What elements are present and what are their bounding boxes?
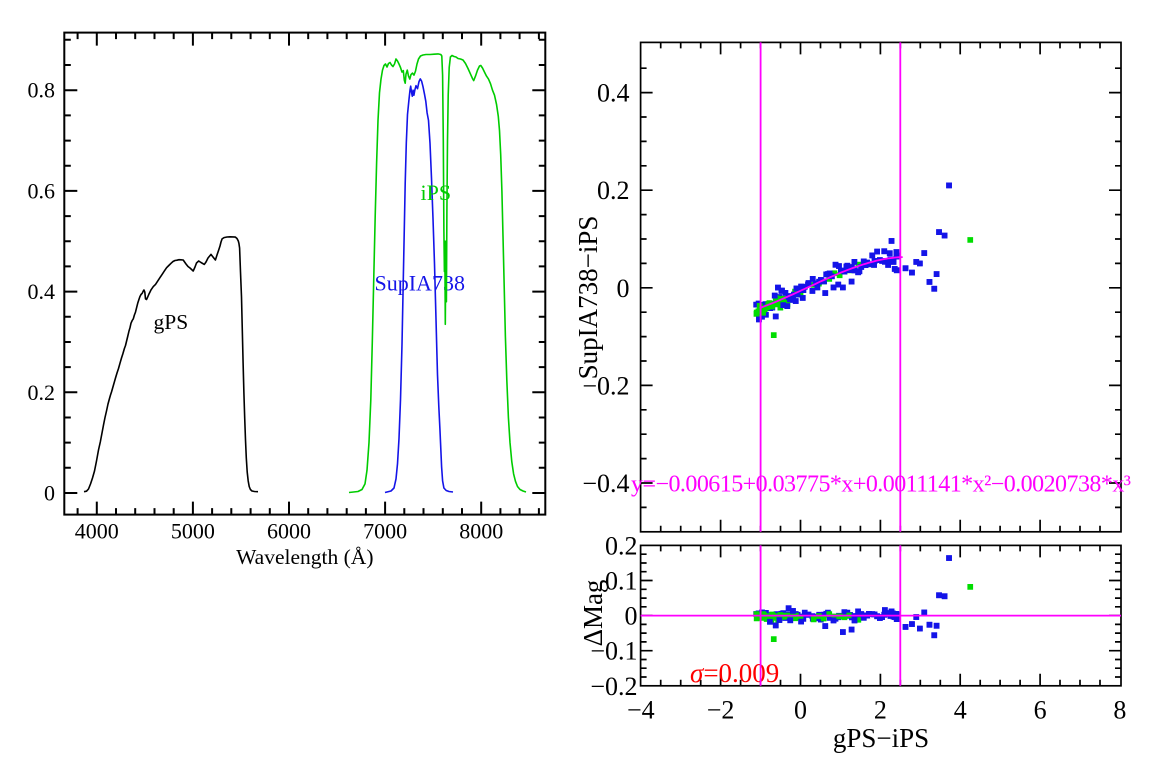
svg-text:0.2: 0.2 bbox=[605, 531, 638, 560]
svg-text:0.2: 0.2 bbox=[28, 380, 56, 405]
svg-text:5000: 5000 bbox=[171, 519, 215, 544]
svg-text:0.4: 0.4 bbox=[597, 79, 630, 108]
svg-text:0.8: 0.8 bbox=[28, 78, 56, 103]
svg-text:−0.2: −0.2 bbox=[582, 371, 629, 400]
svg-text:Wavelength (Å): Wavelength (Å) bbox=[236, 545, 373, 569]
svg-text:0.4: 0.4 bbox=[28, 279, 56, 304]
svg-text:−2: −2 bbox=[707, 696, 735, 725]
svg-text:gPS−iPS: gPS−iPS bbox=[833, 723, 929, 753]
svg-text:iPS: iPS bbox=[421, 180, 452, 205]
svg-text:σ=0.009: σ=0.009 bbox=[690, 658, 779, 688]
svg-text:y=−0.00615+0.03775*x+0.0011141: y=−0.00615+0.03775*x+0.0011141*x²−0.0020… bbox=[631, 472, 1131, 498]
svg-text:8: 8 bbox=[1113, 696, 1126, 725]
svg-text:0: 0 bbox=[617, 274, 630, 303]
svg-text:7000: 7000 bbox=[363, 519, 407, 544]
svg-text:0: 0 bbox=[44, 481, 55, 506]
svg-text:6: 6 bbox=[1034, 696, 1047, 725]
svg-text:−0.2: −0.2 bbox=[590, 672, 637, 701]
svg-text:−0.4: −0.4 bbox=[582, 469, 629, 498]
svg-text:0: 0 bbox=[625, 602, 638, 631]
svg-text:2: 2 bbox=[874, 696, 887, 725]
svg-text:SupIA738: SupIA738 bbox=[375, 271, 465, 296]
svg-text:−0.1: −0.1 bbox=[590, 637, 637, 666]
svg-text:0.1: 0.1 bbox=[605, 567, 638, 596]
svg-text:SupIA738−iPS: SupIA738−iPS bbox=[573, 216, 603, 380]
svg-text:8000: 8000 bbox=[459, 519, 503, 544]
svg-text:gPS: gPS bbox=[154, 310, 189, 334]
svg-text:0.6: 0.6 bbox=[28, 178, 56, 203]
svg-text:4000: 4000 bbox=[75, 519, 119, 544]
svg-text:ΔMag: ΔMag bbox=[578, 580, 608, 647]
svg-text:−4: −4 bbox=[627, 696, 655, 725]
svg-text:0: 0 bbox=[794, 696, 807, 725]
svg-text:6000: 6000 bbox=[267, 519, 311, 544]
svg-text:4: 4 bbox=[954, 696, 967, 725]
svg-text:0.2: 0.2 bbox=[597, 176, 630, 205]
